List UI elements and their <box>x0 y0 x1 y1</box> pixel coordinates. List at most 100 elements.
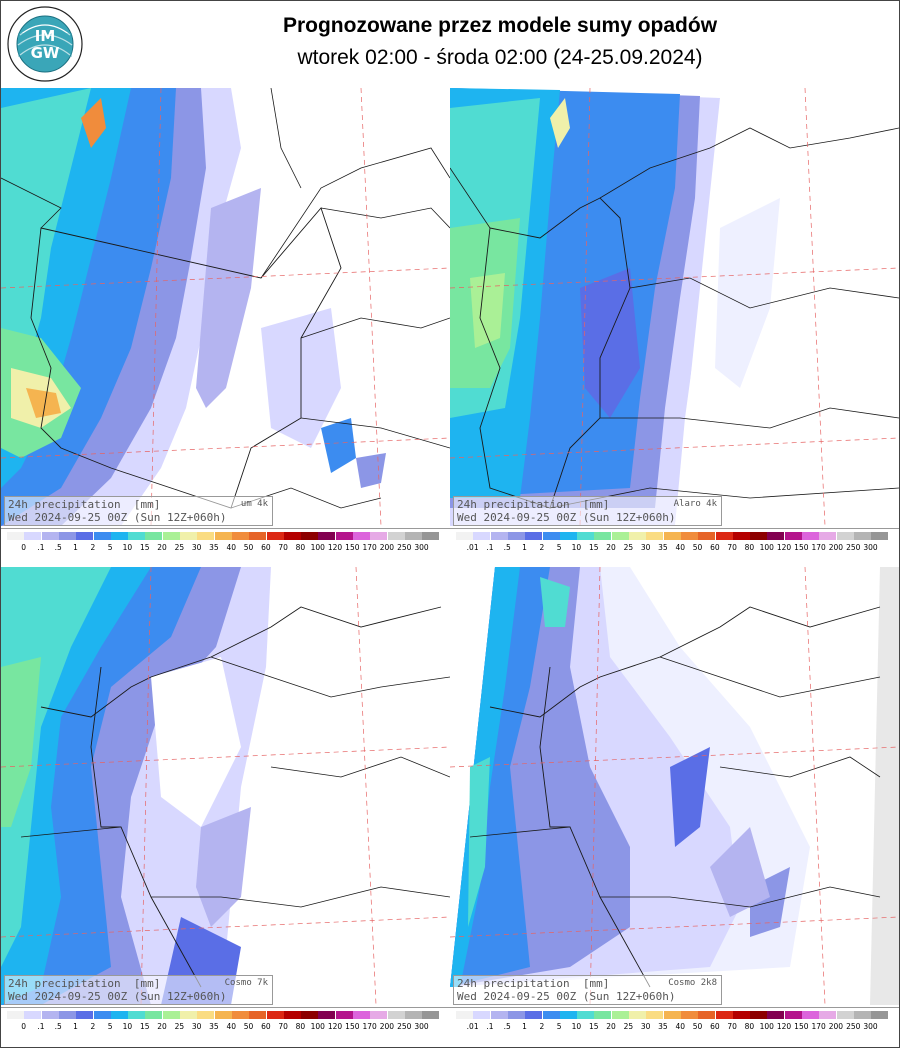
colorbar-swatch <box>249 1011 267 1019</box>
colorbar-swatch <box>128 532 146 540</box>
colorbar-label: 300 <box>863 543 878 552</box>
colorbar-swatch <box>611 532 629 540</box>
colorbar-swatch <box>853 1011 871 1019</box>
colorbar-swatch <box>784 1011 802 1019</box>
colorbar-swatch <box>680 1011 698 1019</box>
colorbar-swatch <box>594 1011 612 1019</box>
colorbar-label: 2 <box>90 1022 96 1031</box>
precipitation-map <box>450 88 899 526</box>
colorbar-swatch <box>318 532 336 540</box>
colorbar-label: 300 <box>414 1022 429 1031</box>
colorbar-swatch <box>871 1011 889 1019</box>
page-subtitle: wtorek 02:00 - środa 02:00 (24-25.09.202… <box>297 46 703 69</box>
colorbar-label: 60 <box>261 1022 271 1031</box>
caption-line2: Wed 2024-09-25 00Z (Sun 12Z+060h) <box>8 511 227 524</box>
colorbar-label: 40 <box>226 543 237 552</box>
colorbar-swatch <box>767 1011 785 1019</box>
colorbar-label: 200 <box>379 1022 395 1031</box>
precipitation-map <box>1 567 450 1005</box>
colorbar-swatch <box>663 532 681 540</box>
colorbar-label: 50 <box>243 1022 254 1031</box>
colorbar: .01.1.5 1 2 5 10 15 20 25 30 35 40 50 60 70 80 100 120 15… <box>450 528 899 566</box>
colorbar-swatch <box>559 532 577 540</box>
colorbar-label: 250 <box>397 1022 412 1031</box>
colorbar-swatch <box>646 1011 664 1019</box>
colorbar-swatch <box>58 532 76 540</box>
colorbar-label: 100 <box>310 1022 325 1031</box>
colorbar-label: 70 <box>278 543 288 552</box>
colorbar-swatch <box>663 1011 681 1019</box>
colorbar-swatch <box>836 532 854 540</box>
caption-model-name: Alaro 4k <box>673 499 717 509</box>
colorbar-swatch <box>162 1011 180 1019</box>
colorbar-swatch <box>422 1011 440 1019</box>
colorbar-label: .01 <box>466 1022 479 1031</box>
colorbar-swatch <box>750 532 768 540</box>
colorbar-label: 60 <box>261 543 271 552</box>
colorbar-label: .5 <box>503 543 511 552</box>
colorbar-label: 80 <box>295 543 306 552</box>
colorbar-label: .1 <box>486 543 494 552</box>
colorbar-swatch <box>197 532 215 540</box>
caption-model-name: um 4k <box>240 499 268 509</box>
colorbar-swatch <box>698 1011 716 1019</box>
imgw-logo: IM GW <box>7 6 83 82</box>
colorbar-label: 30 <box>640 1022 651 1031</box>
colorbar-label: 120 <box>327 1022 343 1031</box>
colorbar-swatch <box>266 1011 284 1019</box>
colorbar-label: 150 <box>345 543 360 552</box>
colorbar-label: 35 <box>658 1022 668 1031</box>
colorbar-swatch <box>266 532 284 540</box>
colorbar-label: 30 <box>640 543 651 552</box>
colorbar-label: 1 <box>522 543 527 552</box>
colorbar-swatch <box>507 532 525 540</box>
colorbar-label: 10 <box>122 543 133 552</box>
colorbar-swatch <box>819 1011 837 1019</box>
colorbar-swatch <box>7 532 24 540</box>
colorbar-swatch <box>41 532 59 540</box>
colorbar-swatch <box>802 532 819 540</box>
colorbar-label: 150 <box>345 1022 360 1031</box>
logo-text-top: IM <box>35 27 56 45</box>
colorbar-swatch <box>490 532 508 540</box>
colorbar-swatch <box>404 1011 422 1019</box>
precipitation-map <box>450 567 899 1005</box>
colorbar-swatch <box>577 532 595 540</box>
colorbar-label: 20 <box>606 543 616 552</box>
colorbar-swatch <box>542 532 560 540</box>
colorbar-label: 2 <box>90 543 96 552</box>
colorbar-label: 100 <box>759 543 774 552</box>
caption-line2: Wed 2024-09-25 00Z (Sun 12Z+060h) <box>457 990 676 1003</box>
colorbar-swatch <box>750 1011 768 1019</box>
map-area: 24h precipitation [mm] um 4k Wed 2024-09… <box>1 88 450 526</box>
colorbar-swatch <box>24 1011 42 1019</box>
colorbar-label: 2 <box>539 1022 545 1031</box>
panel-cosmo-2k8: 24h precipitation [mm] Cosmo 2k8 Wed 202… <box>450 567 899 1045</box>
colorbar-label: 1 <box>73 543 78 552</box>
colorbar-swatch <box>145 532 163 540</box>
colorbar-swatch <box>110 1011 128 1019</box>
colorbar-swatch <box>318 1011 336 1019</box>
colorbar-swatch <box>629 1011 646 1019</box>
colorbar-swatch <box>525 532 543 540</box>
colorbar-swatch <box>180 532 197 540</box>
colorbar-label: 2 <box>539 543 545 552</box>
colorbar-swatch <box>836 1011 854 1019</box>
colorbar-swatch <box>214 532 232 540</box>
colorbar-label: 70 <box>727 543 737 552</box>
colorbar-swatch <box>715 532 733 540</box>
map-area: 24h precipitation [mm] Alaro 4k Wed 2024… <box>450 88 899 526</box>
colorbar-swatch <box>128 1011 146 1019</box>
colorbar-label: 10 <box>122 1022 133 1031</box>
caption-line2: Wed 2024-09-25 00Z (Sun 12Z+060h) <box>8 990 227 1003</box>
colorbar-label: 15 <box>588 543 599 552</box>
colorbar-swatch <box>76 1011 94 1019</box>
colorbar-label: 5 <box>556 1022 562 1031</box>
colorbar-label: 25 <box>174 543 185 552</box>
colorbar-label: 30 <box>191 1022 202 1031</box>
colorbar-swatch <box>231 1011 249 1019</box>
colorbar-swatch <box>871 532 889 540</box>
colorbar-label: 200 <box>828 1022 844 1031</box>
colorbar-swatch <box>41 1011 59 1019</box>
colorbar-label: .1 <box>37 543 45 552</box>
